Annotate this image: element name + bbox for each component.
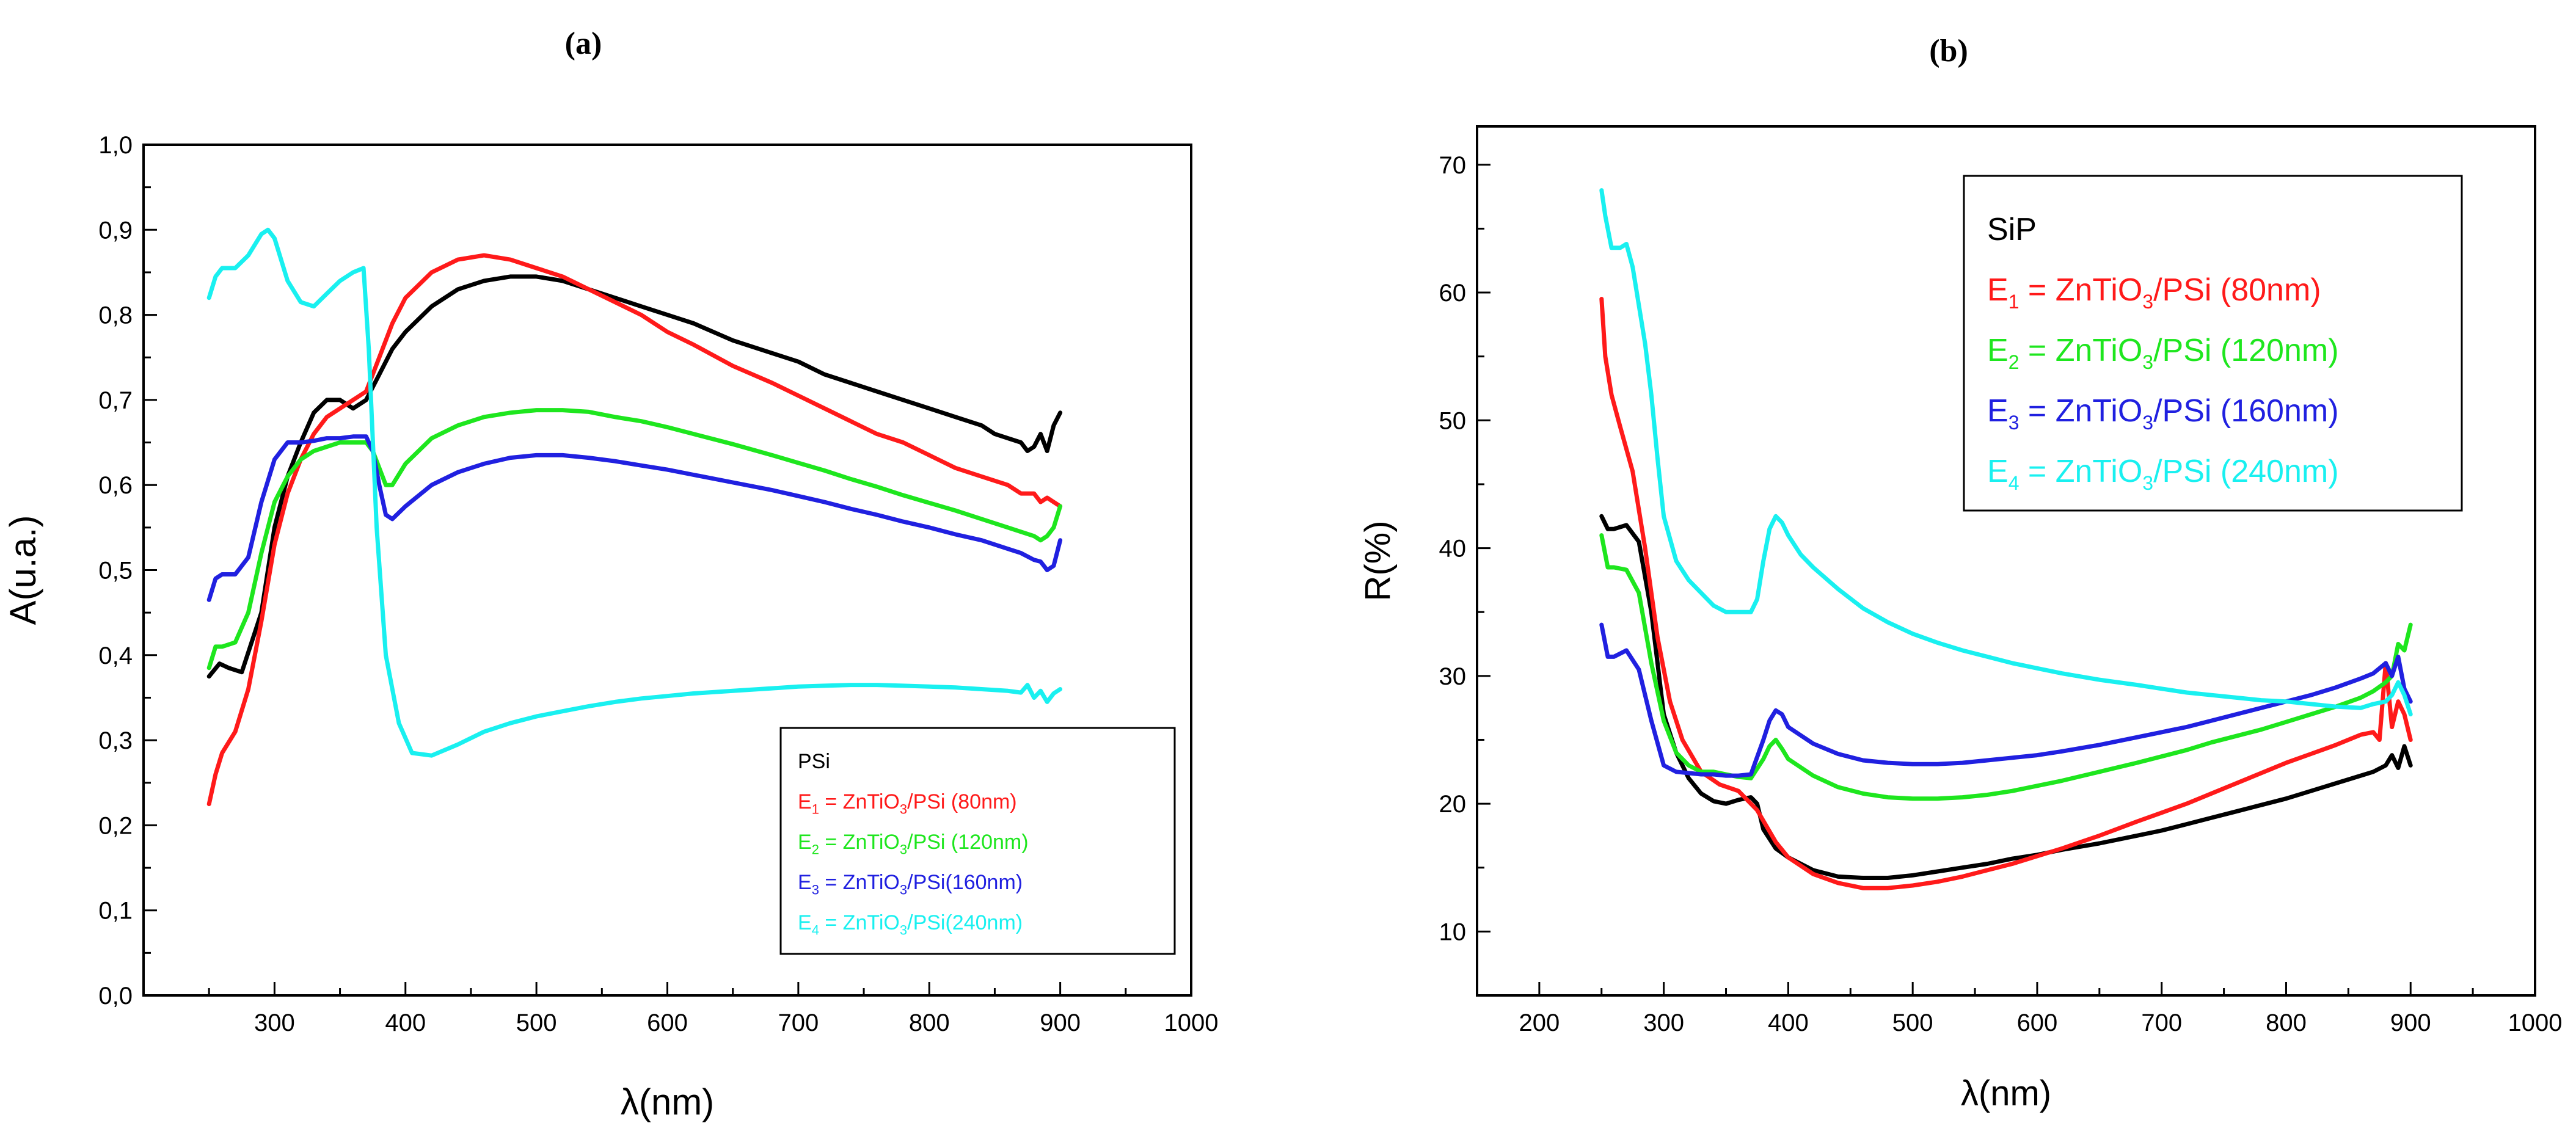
x-tick-label: 500 <box>1892 1009 1933 1036</box>
chart-a-plot-frame <box>142 144 1192 997</box>
chart-a-legend: PSi E1 = ZnTiO3/PSi (80nm) E2 = ZnTiO3/PSi… <box>779 727 1176 955</box>
legend-entry-e2: E2 = ZnTiO3/PSi (120nm) <box>798 831 1029 857</box>
series-line-e1 <box>1599 297 2413 890</box>
x-tick-label: 1000 <box>2508 1009 2563 1036</box>
y-tick-label: 0,7 <box>98 387 133 414</box>
y-tick-label: 0,9 <box>98 217 133 244</box>
y-tick-label: 30 <box>1439 663 1467 690</box>
series-line-e4 <box>1599 188 2413 717</box>
series-line-e4 <box>206 227 1063 758</box>
chart-b-y-axis-label: R(%) <box>1358 520 1398 601</box>
y-tick-label: 40 <box>1439 536 1467 562</box>
y-tick-label: 0,5 <box>98 558 133 584</box>
x-tick-label: 300 <box>254 1009 295 1036</box>
x-tick-label: 1000 <box>1164 1009 1219 1036</box>
chart-b-x-axis-label: λ(nm) <box>1961 1074 2051 1113</box>
legend-entry-e4: E4 = ZnTiO3/PSi (240nm) <box>1987 454 2339 494</box>
chart-a-series <box>206 227 1063 807</box>
y-tick-label: 0,3 <box>98 727 133 754</box>
legend-entry-e1: E1 = ZnTiO3/PSi (80nm) <box>798 790 1017 817</box>
chart-b-ticks: 200 300 400 500 600 700 800 900 1000 10 20 30 40 50 60… <box>1439 152 2563 1036</box>
legend-entry-e2: E2 = ZnTiO3/PSi (120nm) <box>1987 333 2339 373</box>
x-tick-label: 900 <box>1040 1009 1081 1036</box>
legend-entry-e3: E3 = ZnTiO3/PSi (160nm) <box>1987 393 2339 434</box>
legend-entry-psi: SiP <box>1987 212 2037 247</box>
y-tick-label: 0,6 <box>98 472 133 499</box>
x-tick-label: 700 <box>778 1009 819 1036</box>
chart-b-series <box>1599 188 2413 890</box>
series-line-psi <box>1599 514 2413 880</box>
y-tick-label: 0,2 <box>98 812 133 839</box>
y-tick-label: 70 <box>1439 152 1467 179</box>
chart-b-plot-frame <box>1476 125 2536 997</box>
x-tick-label: 800 <box>909 1009 950 1036</box>
series-line-e3 <box>1599 622 2413 778</box>
y-tick-label: 20 <box>1439 791 1467 818</box>
y-tick-label: 60 <box>1439 280 1467 307</box>
series-line-e2 <box>206 408 1063 671</box>
x-tick-label: 600 <box>2017 1009 2058 1036</box>
chart-a-y-axis-label: A(u.a.) <box>2 515 43 625</box>
legend-entry-psi: PSi <box>798 750 830 773</box>
y-tick-label: 0,1 <box>98 898 133 925</box>
x-tick-label: 400 <box>1768 1009 1809 1036</box>
y-tick-label: 0,4 <box>98 642 133 669</box>
chart-b: (b) 200 300 400 500 600 700 800 900 1000 10 20 30 40… <box>1358 34 2562 1113</box>
series-line-e3 <box>206 434 1063 602</box>
x-tick-label: 200 <box>1519 1009 1560 1036</box>
series-line-e1 <box>206 253 1063 807</box>
chart-a: (a) 300 400 500 600 700 800 900 1000 0,0 0,1 0,2 0,… <box>2 26 1218 1122</box>
y-tick-label: 0,8 <box>98 302 133 329</box>
x-tick-label: 700 <box>2141 1009 2182 1036</box>
x-tick-label: 300 <box>1643 1009 1684 1036</box>
legend-entry-e3: E3 = ZnTiO3/PSi(160nm) <box>798 871 1023 898</box>
legend-box <box>1963 175 2463 512</box>
x-tick-label: 600 <box>647 1009 688 1036</box>
y-tick-label: 50 <box>1439 407 1467 434</box>
x-tick-label: 500 <box>516 1009 557 1036</box>
y-tick-label: 10 <box>1439 918 1467 945</box>
chart-b-legend: SiP E1 = ZnTiO3/PSi (80nm) E2 = ZnTiO3/PSi… <box>1963 175 2463 512</box>
chart-a-panel-label: (a) <box>565 26 602 61</box>
legend-entry-e4: E4 = ZnTiO3/PSi(240nm) <box>798 911 1023 938</box>
x-tick-label: 900 <box>2390 1009 2431 1036</box>
y-tick-label: 1,0 <box>98 132 133 159</box>
chart-b-panel-label: (b) <box>1929 34 1968 68</box>
x-tick-label: 800 <box>2266 1009 2307 1036</box>
chart-a-x-axis-label: λ(nm) <box>621 1082 714 1122</box>
series-line-e2 <box>1599 533 2413 801</box>
legend-box <box>779 727 1176 955</box>
legend-entry-e1: E1 = ZnTiO3/PSi (80nm) <box>1987 272 2321 313</box>
chart-a-ticks: 300 400 500 600 700 800 900 1000 0,0 0,1 0,2 0,3 0,4… <box>98 132 1218 1036</box>
x-tick-label: 400 <box>385 1009 426 1036</box>
y-tick-label: 0,0 <box>98 983 133 1009</box>
